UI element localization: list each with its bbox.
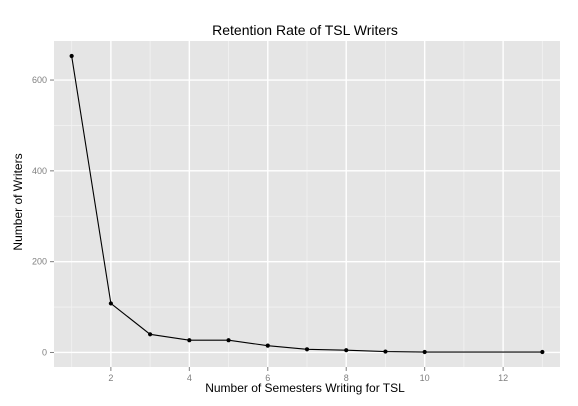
data-point [187,338,192,343]
x-axis-ticks: 2 4 6 8 10 12 [108,367,508,383]
data-point [148,332,153,337]
x-tick-label: 4 [187,373,192,383]
x-axis-title: Number of Semesters Writing for TSL [205,381,405,395]
y-tick-label: 200 [32,257,47,267]
x-tick-label: 2 [108,373,113,383]
x-tick-label: 6 [265,373,270,383]
y-tick-label: 0 [42,347,47,357]
minor-grid [54,41,560,367]
data-point [383,349,388,354]
data-point [226,338,231,343]
data-point [265,343,270,348]
data-point [304,347,310,352]
y-axis-title: Number of Writers [11,153,25,250]
y-axis-ticks: 0 200 400 600 [32,75,54,357]
data-point [422,349,427,355]
y-tick-label: 600 [32,75,47,85]
data-point [69,53,74,59]
x-tick-label: 8 [344,373,349,383]
data-point [108,301,113,306]
data-point [344,348,349,353]
x-tick-label: 12 [498,373,508,383]
x-tick-label: 10 [420,373,430,383]
data-point [540,349,545,355]
y-tick-label: 400 [32,166,47,176]
series-layer [69,53,545,355]
major-grid [54,41,560,367]
chart-title: Retention Rate of TSL Writers [212,22,398,38]
